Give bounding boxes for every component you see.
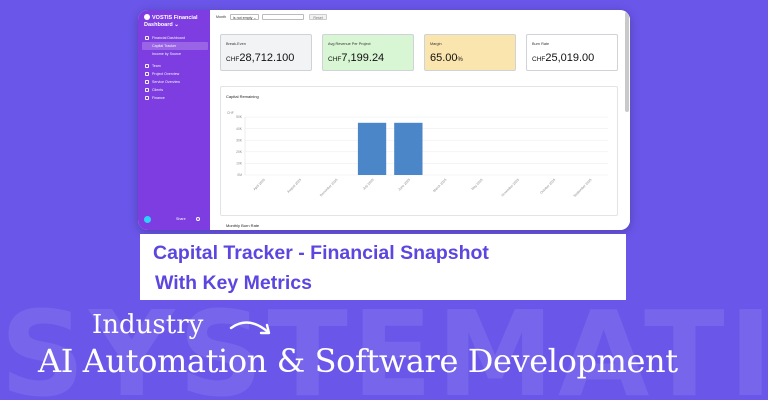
y-tick-label: 10K — [236, 162, 243, 166]
sidebar-nav: Financial Dashboard Capital Tracker Inco… — [142, 34, 208, 102]
sidebar-item-label: Income by Source — [152, 52, 181, 56]
sidebar-item-capital-tracker[interactable]: Capital Tracker — [142, 42, 208, 50]
industry-label: Industry — [92, 310, 204, 340]
share-button[interactable]: Share — [176, 217, 186, 221]
metric-currency: CHF — [532, 56, 546, 63]
x-tick-label: September 2025 — [572, 178, 592, 198]
metric-label: Margin — [430, 42, 442, 46]
sidebar-item-financial-dashboard[interactable]: Financial Dashboard — [142, 34, 208, 42]
y-tick-label: 0M — [237, 173, 242, 177]
x-tick-label: May 2025 — [471, 178, 484, 191]
metric-value: CHF25,019.00 — [532, 52, 594, 64]
sidebar-item-clients[interactable]: Clients — [142, 86, 208, 94]
sidebar: VOSTIS Financial Dashboard ⌄ Financial D… — [138, 10, 210, 230]
brand-title-line2: Dashboard — [144, 22, 173, 28]
brand[interactable]: VOSTIS Financial Dashboard ⌄ — [144, 14, 208, 29]
metric-currency: CHF — [328, 56, 342, 63]
sidebar-item-label: Service Overview — [152, 80, 180, 84]
caption-box: Capital Tracker - Financial Snapshot Wit… — [140, 234, 626, 300]
x-tick-label: November 2025 — [501, 178, 521, 198]
sidebar-footer: Share — [142, 214, 208, 224]
metric-amount: 25,019.00 — [545, 52, 595, 64]
x-tick-label: July 2025 — [362, 178, 375, 191]
brand-logo-icon — [144, 14, 150, 20]
capital-remaining-panel: Capital Remaining CHF 0M 10K 20K 30K 40K 50K Ap… — [220, 86, 618, 216]
metric-currency: CHF — [226, 56, 240, 63]
y-unit-label: CHF — [227, 111, 234, 115]
month-filter-value: is not empty — [233, 16, 253, 20]
avatar[interactable] — [144, 216, 151, 223]
industry-title: AI Automation & Software Development — [38, 342, 678, 380]
sidebar-item-label: Financial Dashboard — [152, 36, 185, 40]
metric-amount: 7,199.24 — [341, 52, 385, 64]
metric-value: CHF28,712.100 — [226, 52, 294, 64]
sidebar-item-label: Project Overview — [152, 72, 180, 76]
month-filter-select[interactable]: is not empty ⌄ — [230, 14, 260, 20]
metric-card-break-even: Break-Even CHF28,712.100 — [220, 34, 312, 71]
panel-title: Capital Remaining — [226, 94, 259, 99]
brand-title-line1: VOSTIS Financial — [152, 15, 198, 21]
main-content: Month is not empty ⌄ Reset Break-Even CH… — [210, 10, 630, 230]
month-filter-label: Month — [216, 15, 226, 19]
caption-title: Capital Tracker - Financial Snapshot — [153, 242, 489, 264]
metric-card-avg-revenue: Avg Revenue Per Project CHF7,199.24 — [322, 34, 414, 71]
dashboard-screenshot: VOSTIS Financial Dashboard ⌄ Financial D… — [138, 10, 630, 230]
sidebar-item-finance[interactable]: Finance — [142, 94, 208, 102]
x-tick-label: April 2025 — [253, 178, 266, 191]
x-tick-label: August 2025 — [286, 178, 302, 194]
x-tick-label: December 2025 — [319, 178, 339, 198]
y-tick-label: 30K — [236, 138, 243, 142]
project-icon — [145, 71, 149, 76]
month-filter-input[interactable] — [262, 14, 305, 20]
scrollbar[interactable] — [625, 12, 629, 112]
metric-value: CHF7,199.24 — [328, 52, 384, 64]
reset-button[interactable]: Reset — [309, 14, 327, 20]
metric-card-burn-rate: Burn Rate CHF25,019.00 — [526, 34, 618, 71]
y-tick-label: 50K — [236, 115, 243, 119]
metric-amount: 65.00 — [430, 52, 458, 64]
sidebar-item-label: Team — [152, 64, 161, 68]
burn-rate-panel-title: Monthly Burn Rate — [226, 223, 260, 228]
service-icon — [145, 79, 149, 84]
chevron-down-icon: ⌄ — [174, 22, 179, 28]
sidebar-item-income-by-source[interactable]: Income by Source — [142, 50, 208, 58]
sidebar-item-label: Capital Tracker — [152, 44, 177, 48]
finance-icon — [145, 95, 149, 100]
sidebar-item-team[interactable]: Team — [142, 62, 208, 70]
sidebar-item-project-overview[interactable]: Project Overview — [142, 70, 208, 78]
metric-label: Avg Revenue Per Project — [328, 42, 371, 46]
y-tick-label: 20K — [236, 150, 243, 154]
curved-arrow-icon — [229, 321, 271, 335]
background-watermark: SYSTEMATIC — [0, 285, 768, 400]
bar — [357, 122, 387, 175]
caption-subtitle: With Key Metrics — [155, 272, 312, 294]
x-tick-label: June 2025 — [397, 178, 411, 192]
metric-label: Burn Rate — [532, 42, 550, 46]
metric-amount: 28,712.100 — [239, 52, 295, 64]
team-icon — [145, 63, 149, 68]
bar — [394, 122, 423, 175]
metric-card-margin: Margin 65.00% — [424, 34, 516, 71]
metric-cards: Break-Even CHF28,712.100 Avg Revenue Per… — [220, 34, 618, 71]
x-tick-label: October 2025 — [539, 178, 556, 195]
metric-value: 65.00% — [430, 52, 463, 64]
sidebar-item-label: Clients — [152, 88, 163, 92]
y-tick-label: 40K — [236, 127, 243, 131]
metric-label: Break-Even — [226, 42, 246, 46]
filter-bar: Month is not empty ⌄ Reset — [216, 13, 327, 21]
dashboard-icon — [145, 35, 149, 40]
x-tick-label: March 2025 — [432, 178, 447, 193]
sidebar-item-label: Finance — [152, 96, 165, 100]
settings-icon[interactable] — [196, 217, 200, 221]
sidebar-item-service-overview[interactable]: Service Overview — [142, 78, 208, 86]
metric-unit: % — [457, 57, 463, 63]
capital-remaining-chart: CHF 0M 10K 20K 30K 40K 50K April 2025 August 202… — [227, 111, 608, 198]
clients-icon — [145, 87, 149, 92]
